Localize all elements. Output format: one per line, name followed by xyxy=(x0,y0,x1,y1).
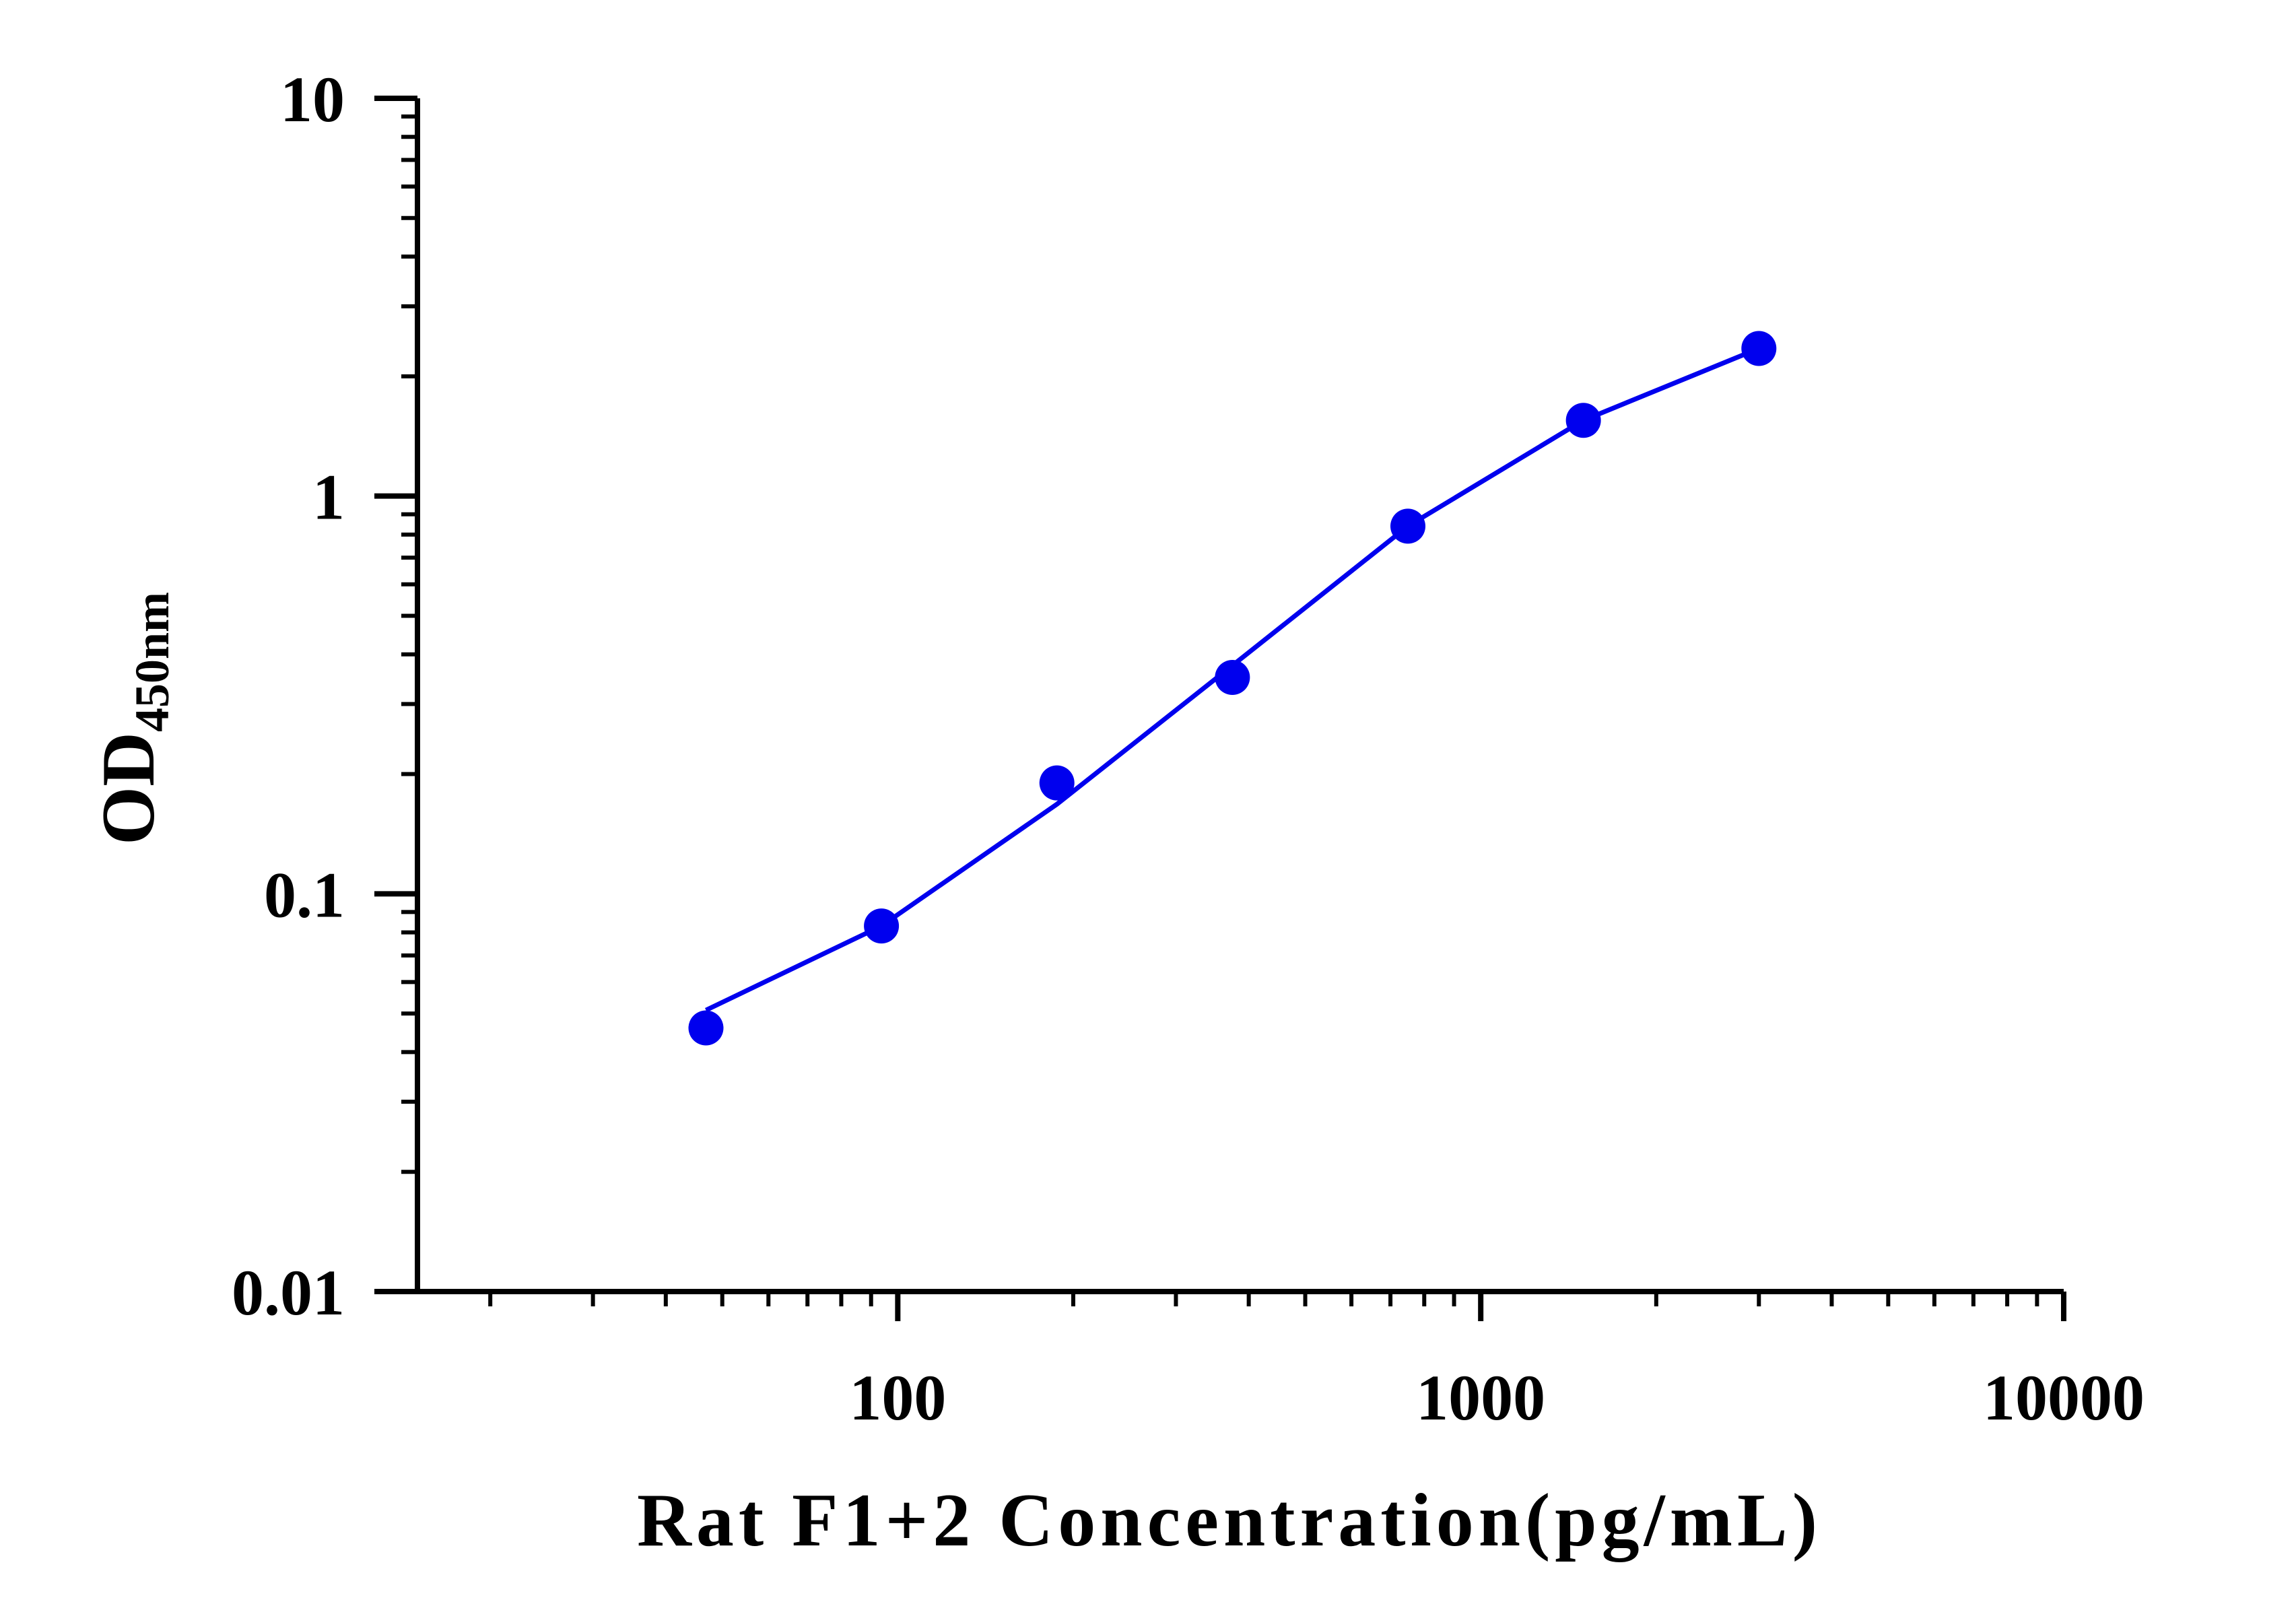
data-point xyxy=(1390,508,1426,544)
data-point xyxy=(688,1010,724,1046)
x-axis-title: Rat F1+2 Concentration(pg/mL) xyxy=(637,1479,1822,1562)
y-tick-label: 1 xyxy=(312,461,345,533)
y-tick-label: 10 xyxy=(280,63,345,135)
x-axis-major-ticks xyxy=(895,1292,2066,1321)
y-axis-title: OD450nm xyxy=(87,592,179,845)
data-point xyxy=(864,908,900,944)
x-tick-label: 1000 xyxy=(1416,1362,1545,1434)
y-tick-labels: 10 1 0.1 0.01 xyxy=(232,63,345,1329)
x-tick-labels: 100 1000 10000 xyxy=(849,1362,2145,1434)
data-point xyxy=(1741,331,1777,366)
data-point xyxy=(1039,765,1075,801)
x-tick-label: 100 xyxy=(849,1362,946,1434)
data-points xyxy=(688,331,1777,1046)
y-axis-title-main: OD xyxy=(87,732,170,845)
x-tick-label: 10000 xyxy=(1983,1362,2145,1434)
y-tick-label: 0.1 xyxy=(264,859,345,931)
y-tick-label: 0.01 xyxy=(232,1257,345,1329)
y-axis-major-ticks xyxy=(374,96,417,1294)
data-point xyxy=(1565,403,1601,438)
data-point xyxy=(1215,659,1250,695)
y-axis-title-subscript: 450nm xyxy=(125,592,179,732)
